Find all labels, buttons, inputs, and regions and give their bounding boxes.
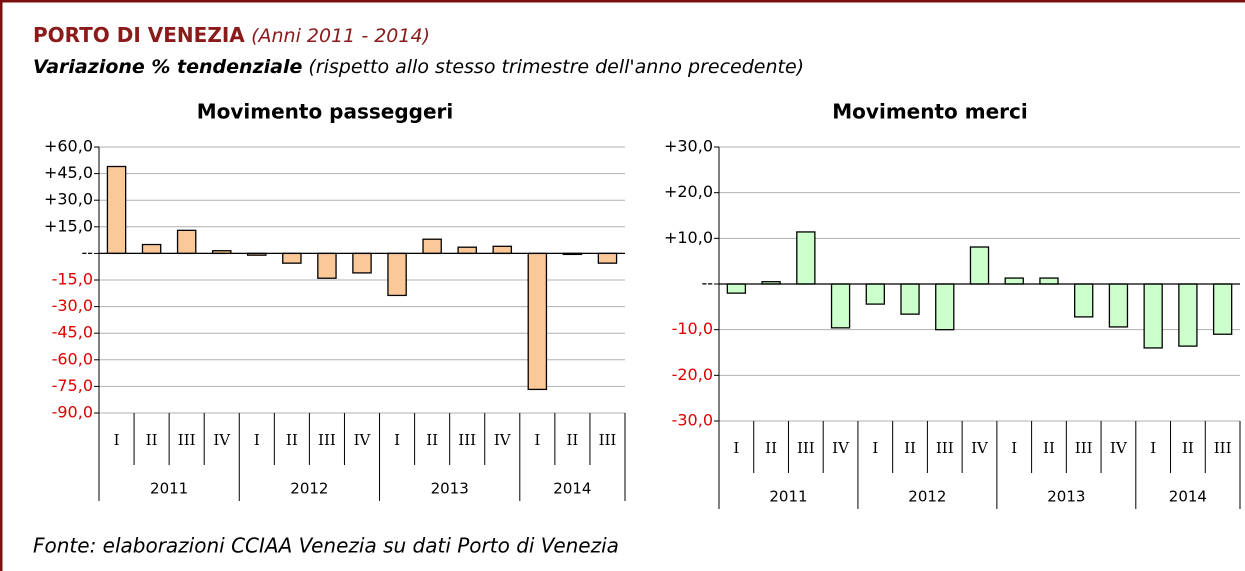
x-tick-label: II bbox=[904, 439, 916, 457]
x-tick-label: II bbox=[1043, 439, 1055, 457]
bar bbox=[282, 252, 302, 264]
x-tick-label: I bbox=[733, 439, 739, 457]
bar bbox=[1039, 277, 1059, 285]
bar bbox=[317, 252, 337, 279]
y-tick-label: +30,0 bbox=[44, 190, 93, 209]
x-tick-label: II bbox=[765, 439, 777, 457]
x-tick-label: I bbox=[114, 431, 120, 449]
x-tick-label: IV bbox=[213, 431, 231, 449]
bar bbox=[457, 246, 477, 255]
bar bbox=[106, 165, 127, 255]
page-title: PORTO DI VENEZIA (Anni 2011 - 2014) bbox=[33, 23, 430, 47]
x-tick-label: III bbox=[1214, 439, 1232, 457]
page-subtitle: Variazione % tendenziale (rispetto allo … bbox=[33, 56, 804, 78]
bar bbox=[1108, 283, 1129, 328]
x-group-label: 2011 bbox=[769, 488, 807, 506]
y-tick-label: -75,0 bbox=[52, 376, 93, 395]
bar bbox=[141, 243, 162, 255]
x-tick-label: II bbox=[566, 431, 578, 449]
x-tick-label: IV bbox=[1110, 439, 1128, 457]
x-group-label: 2013 bbox=[431, 480, 469, 498]
bar bbox=[796, 231, 816, 285]
x-tick-label: III bbox=[599, 431, 617, 449]
x-tick-label: I bbox=[1011, 439, 1017, 457]
bar bbox=[1004, 277, 1024, 285]
bar bbox=[830, 283, 851, 329]
y-tick-label: -10,0 bbox=[672, 319, 713, 338]
bar bbox=[969, 246, 990, 285]
bar bbox=[492, 245, 513, 255]
y-tick-label: -30,0 bbox=[672, 411, 713, 430]
bar bbox=[726, 283, 747, 294]
x-tick-label: II bbox=[1182, 439, 1194, 457]
x-tick-label: III bbox=[797, 439, 815, 457]
y-tick-label: +30,0 bbox=[664, 137, 713, 156]
y-tick-label: -90,0 bbox=[52, 403, 93, 422]
y-tick-label: +15,0 bbox=[44, 216, 93, 235]
y-tick-label: +20,0 bbox=[664, 182, 713, 201]
title: PORTO DI VENEZIA bbox=[33, 23, 245, 47]
bar bbox=[935, 283, 955, 331]
y-tick-label: -- bbox=[701, 274, 713, 293]
x-group-label: 2014 bbox=[553, 480, 591, 498]
bar bbox=[387, 252, 407, 297]
x-tick-label: I bbox=[1150, 439, 1156, 457]
x-group-label: 2012 bbox=[290, 480, 328, 498]
x-tick-label: III bbox=[1075, 439, 1093, 457]
x-tick-label: III bbox=[318, 431, 336, 449]
bar bbox=[352, 252, 372, 274]
x-group-label: 2014 bbox=[1169, 488, 1207, 506]
x-tick-label: IV bbox=[832, 439, 850, 457]
y-tick-label: +45,0 bbox=[44, 163, 93, 182]
bar bbox=[176, 229, 197, 255]
y-tick-label: -20,0 bbox=[672, 365, 713, 384]
y-tick-label: -30,0 bbox=[52, 296, 93, 315]
subtitle-note: (rispetto allo stesso trimestre dell'ann… bbox=[308, 56, 804, 78]
x-tick-label: IV bbox=[494, 431, 512, 449]
x-tick-label: I bbox=[872, 439, 878, 457]
x-tick-label: I bbox=[254, 431, 260, 449]
x-tick-label: II bbox=[146, 431, 158, 449]
y-tick-label: -45,0 bbox=[52, 323, 93, 342]
x-tick-label: I bbox=[394, 431, 400, 449]
bar bbox=[597, 252, 618, 264]
y-tick-label: +10,0 bbox=[664, 228, 713, 247]
y-tick-label: -60,0 bbox=[52, 349, 93, 368]
bar bbox=[527, 252, 548, 391]
x-tick-label: III bbox=[178, 431, 196, 449]
chart-title: Movimento merci bbox=[832, 100, 1027, 124]
bar bbox=[900, 283, 920, 315]
footer: Fonte: elaborazioni CCIAA Venezia su dat… bbox=[33, 534, 619, 558]
x-group-label: 2013 bbox=[1047, 488, 1085, 506]
bar bbox=[422, 238, 442, 255]
title-note: (Anni 2011 - 2014) bbox=[251, 25, 430, 47]
bar bbox=[1212, 283, 1233, 335]
x-tick-label: I bbox=[534, 431, 540, 449]
bar bbox=[1143, 283, 1163, 349]
y-tick-label: -15,0 bbox=[52, 270, 93, 289]
x-tick-label: IV bbox=[971, 439, 989, 457]
bar bbox=[865, 283, 885, 305]
x-group-label: 2012 bbox=[908, 488, 946, 506]
subtitle: Variazione % tendenziale bbox=[33, 56, 302, 78]
x-tick-label: II bbox=[286, 431, 298, 449]
y-tick-label: -- bbox=[81, 243, 93, 262]
x-group-label: 2011 bbox=[150, 480, 188, 498]
y-tick-label: +60,0 bbox=[44, 137, 93, 156]
bar bbox=[1178, 283, 1198, 347]
x-tick-label: II bbox=[426, 431, 438, 449]
x-tick-label: III bbox=[458, 431, 476, 449]
x-tick-label: III bbox=[936, 439, 954, 457]
bar bbox=[1074, 283, 1094, 318]
x-tick-label: IV bbox=[354, 431, 372, 449]
chart-title: Movimento passeggeri bbox=[197, 100, 454, 124]
